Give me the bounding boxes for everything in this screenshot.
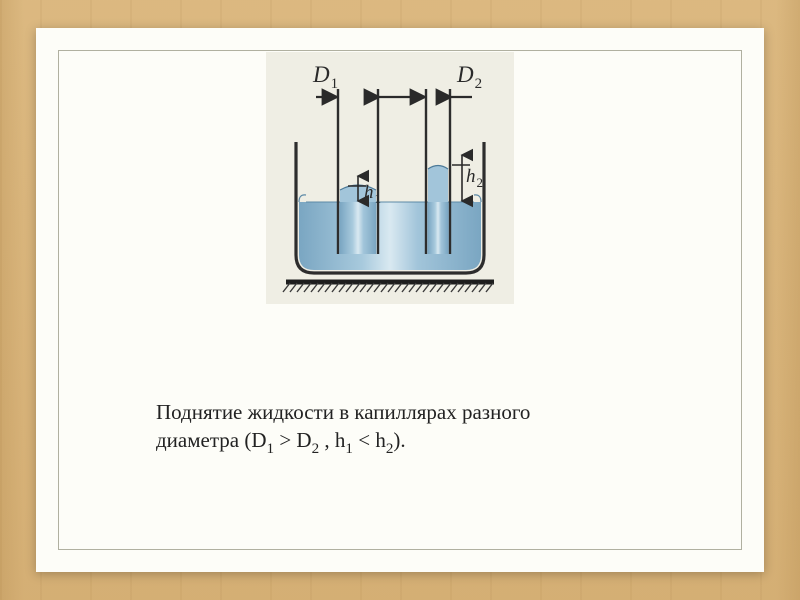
label-h1: h	[364, 182, 374, 203]
capillary-figure: D1 D2 h1 h2	[266, 52, 514, 304]
svg-text:h2: h2	[466, 166, 483, 190]
label-h2: h	[466, 166, 476, 187]
caption-line1: Поднятие жидкости в капиллярах разного	[156, 400, 530, 424]
container-meniscus-left	[299, 195, 306, 202]
capillary-2	[426, 89, 450, 254]
label-D1: D	[312, 62, 330, 87]
label-D2: D	[456, 62, 474, 87]
slide-card: D1 D2 h1 h2 Поднятие жидкости в капилляр…	[36, 28, 764, 572]
svg-text:D2: D2	[456, 62, 482, 92]
container-meniscus-right	[474, 195, 481, 202]
svg-text:D1: D1	[312, 62, 338, 92]
caption-text: Поднятие жидкости в капиллярах разного д…	[156, 398, 676, 459]
water-body	[299, 202, 481, 270]
capillary-1	[338, 89, 378, 254]
capillary-svg: D1 D2 h1 h2	[266, 52, 514, 304]
caption-line2: диаметра (D1 > D2 , h1 < h2).	[156, 428, 406, 452]
